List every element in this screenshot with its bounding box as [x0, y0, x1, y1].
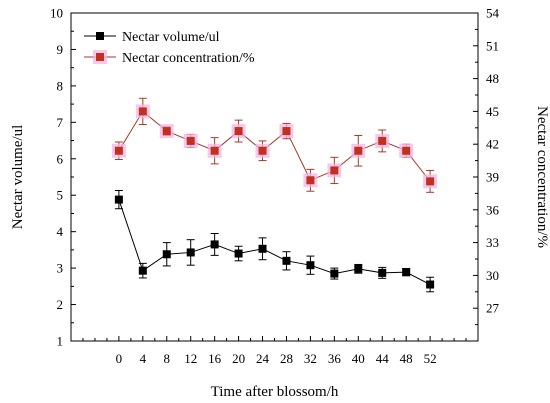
right-y-tick-label: 27 [486, 301, 500, 316]
legend-volume-label: Nectar volume/ul [122, 30, 220, 45]
left-y-tick-label: 4 [57, 224, 64, 239]
data-point [378, 268, 387, 277]
left-y-tick-label: 3 [57, 261, 64, 276]
data-point [402, 146, 411, 155]
right-y-tick-label: 54 [486, 6, 500, 21]
right-y-tick-label: 45 [486, 104, 499, 119]
data-point [138, 266, 147, 275]
data-point [426, 280, 435, 289]
x-tick-label: 4 [140, 351, 147, 366]
x-tick-label: 16 [208, 351, 222, 366]
left-y-tick-label: 10 [50, 6, 63, 21]
right-y-tick-label: 51 [486, 38, 499, 53]
left-y-tick-label: 5 [57, 188, 64, 203]
series-nectar-concentration [111, 97, 438, 193]
data-point [234, 249, 243, 258]
x-tick-label: 28 [280, 351, 293, 366]
right-y-axis-title: Nectar concentration/% [534, 106, 550, 248]
data-point [306, 261, 315, 270]
series-nectar-volume [114, 189, 435, 293]
left-y-tick-label: 1 [57, 334, 64, 349]
x-tick-label: 52 [424, 351, 437, 366]
data-point [330, 269, 339, 278]
legend-concentration-marker [96, 53, 104, 61]
x-axis-title: Time after blossom/h [211, 384, 339, 400]
data-point [354, 264, 363, 273]
left-y-tick-label: 6 [57, 151, 64, 166]
data-point [186, 248, 195, 257]
legend-concentration-label: Nectar concentration/% [122, 51, 255, 66]
data-point [186, 136, 195, 145]
x-tick-label: 0 [116, 351, 123, 366]
data-point [258, 146, 267, 155]
x-tick-label: 40 [352, 351, 365, 366]
data-point [210, 146, 219, 155]
x-tick-label: 12 [184, 351, 197, 366]
data-point [402, 268, 411, 277]
data-point [330, 166, 339, 175]
data-point [282, 256, 291, 265]
data-point [282, 127, 291, 136]
data-point [378, 136, 387, 145]
data-point [162, 127, 171, 136]
x-tick-label: 48 [400, 351, 413, 366]
data-point [114, 146, 123, 155]
left-y-tick-label: 8 [57, 78, 64, 93]
left-y-axis-ticks: 1 2 3 4 5 6 7 8 9 10 [50, 6, 76, 349]
legend: Nectar volume/ul Nectar concentration/% [84, 30, 255, 66]
data-point [234, 127, 243, 136]
x-axis-ticks: 0 4 8 12 16 20 24 28 32 36 40 44 48 52 [82, 336, 467, 366]
right-y-tick-label: 36 [486, 202, 500, 217]
x-tick-label: 44 [376, 351, 390, 366]
data-point [306, 176, 315, 185]
data-point [210, 240, 219, 249]
x-tick-label: 20 [232, 351, 245, 366]
left-y-tick-label: 9 [57, 42, 64, 57]
left-y-axis-title: Nectar volume/ul [10, 125, 26, 230]
x-tick-label: 8 [164, 351, 171, 366]
data-point [162, 250, 171, 259]
data-point [258, 244, 267, 253]
right-y-tick-label: 42 [486, 137, 499, 152]
right-y-tick-label: 33 [486, 235, 499, 250]
right-y-tick-label: 39 [486, 170, 499, 185]
right-y-axis-ticks: 27 30 33 36 39 42 45 48 51 54 [473, 6, 500, 326]
legend-volume-marker [96, 32, 104, 40]
data-point [114, 195, 123, 204]
data-point [138, 107, 147, 116]
x-tick-label: 32 [304, 351, 317, 366]
x-tick-label: 36 [328, 351, 342, 366]
left-y-tick-label: 7 [57, 115, 64, 130]
data-point [354, 146, 363, 155]
data-point [426, 177, 435, 186]
x-tick-label: 24 [256, 351, 270, 366]
right-y-tick-label: 48 [486, 71, 499, 86]
left-y-tick-label: 2 [57, 297, 64, 312]
right-y-tick-label: 30 [486, 268, 499, 283]
